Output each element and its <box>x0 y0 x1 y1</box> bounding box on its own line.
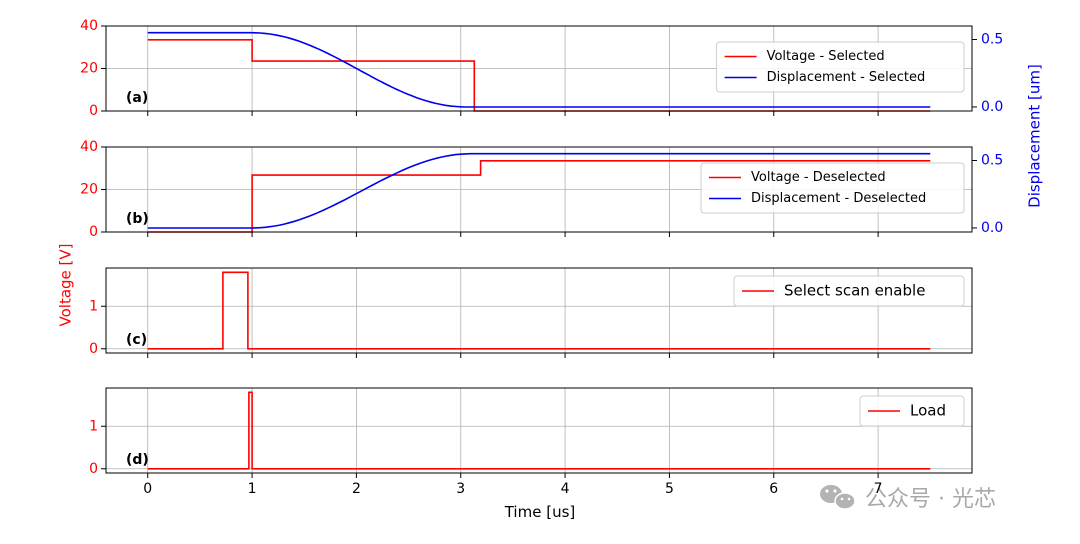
legend-box <box>859 395 965 427</box>
series-line-3-1 <box>147 271 931 350</box>
x-axis-label: Time [us] <box>504 503 576 521</box>
y-right-tick-label: 0.0 <box>981 99 1003 115</box>
watermark-text: 公众号 · 光芯 <box>865 487 996 512</box>
legend-box <box>716 41 965 93</box>
panel-label: (d) <box>126 452 149 468</box>
x-tick-label: 6 <box>769 481 778 497</box>
legend-box <box>700 162 965 214</box>
panel-4: 0 1 0 1 2 3 4 5 6 7 (d) Load <box>89 387 973 497</box>
panel-1: 0 20 40 0.0 0.5 (a) Voltage - Selected Displace… <box>80 18 1003 119</box>
y-right-tick-label: 0.5 <box>981 152 1003 168</box>
series-line-1-2 <box>147 31 931 108</box>
y-tick-label: 1 <box>89 298 98 314</box>
panel-label: (a) <box>126 90 148 106</box>
y-tick-label: 1 <box>89 418 98 434</box>
y-tick-label: 0 <box>89 103 98 119</box>
plot-frame <box>105 387 973 474</box>
y-tick-label: 40 <box>80 18 98 34</box>
y-tick-label: 0 <box>89 224 98 240</box>
legend-box <box>733 275 965 307</box>
y-tick-label: 20 <box>80 182 98 198</box>
panel-3: 0 1 (c) Select scan enable <box>89 267 973 358</box>
x-tick-label: 4 <box>561 481 570 497</box>
y-right-tick-label: 0.5 <box>981 31 1003 47</box>
legend: Voltage - Selected Displacement - Selecte… <box>716 41 965 93</box>
y-tick-label: 40 <box>80 139 98 155</box>
series-line-4-1 <box>147 391 931 470</box>
panel-label: (b) <box>126 211 149 227</box>
panel-label: (c) <box>126 332 147 348</box>
series-line-2-2 <box>147 152 931 229</box>
x-tick-label: 5 <box>665 481 674 497</box>
plot-frame <box>105 267 973 354</box>
y-tick-label: 0 <box>89 461 98 477</box>
panel-2: 0 20 40 0.0 0.5 (b) Voltage - Deselected Displa… <box>80 139 1003 240</box>
x-tick-label: 1 <box>248 481 257 497</box>
legend: Select scan enable <box>733 275 965 307</box>
legend-label: Displacement - Selected <box>767 70 926 85</box>
y-axis-label-right: Displacement [um] <box>1026 64 1044 208</box>
legend-label: Voltage - Deselected <box>751 170 886 185</box>
x-tick-label: 2 <box>352 481 361 497</box>
wechat-icon <box>820 485 856 510</box>
y-tick-label: 0 <box>89 341 98 357</box>
x-tick-label: 3 <box>456 481 465 497</box>
legend-label: Voltage - Selected <box>767 49 885 64</box>
legend-label: Load <box>910 402 946 420</box>
y-axis-label-left: Voltage [V] <box>57 244 75 327</box>
x-tick-label: 7 <box>874 481 883 497</box>
x-tick-label: 0 <box>143 481 152 497</box>
legend-label: Select scan enable <box>784 282 925 300</box>
y-right-tick-label: 0.0 <box>981 220 1003 236</box>
watermark: 公众号 · 光芯 <box>820 485 996 512</box>
legend: Voltage - Deselected Displacement - Desel… <box>700 162 965 214</box>
y-tick-label: 20 <box>80 61 98 77</box>
legend-label: Displacement - Deselected <box>751 191 926 206</box>
legend: Load <box>859 395 965 427</box>
